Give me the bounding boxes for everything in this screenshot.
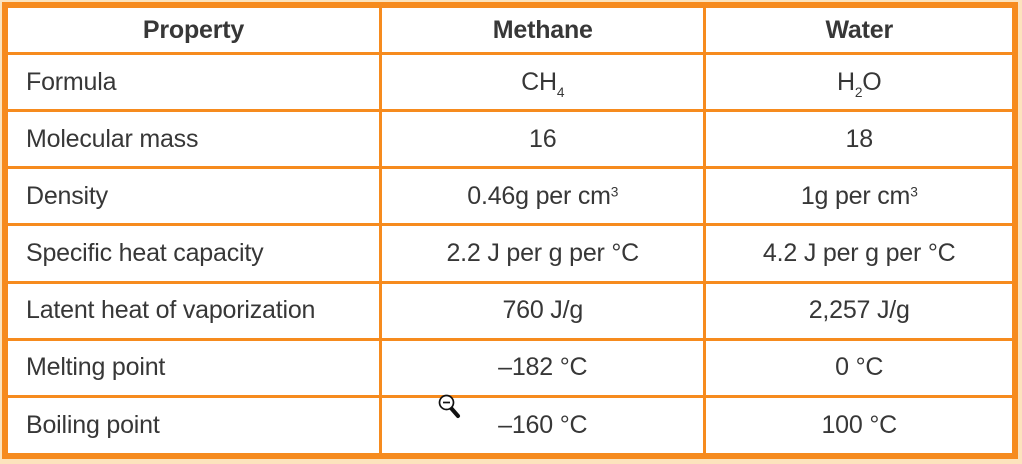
header-property: Property (3, 3, 383, 55)
table-row-formula: Formula CH4 H2O (3, 51, 1017, 113)
methane-value: 2.2 J per g per °C (379, 223, 707, 284)
property-label: Specific heat capacity (3, 223, 383, 284)
header-row: Property Methane Water (3, 3, 1017, 55)
properties-comparison-table: Property Methane Water Formula CH4 H2O M… (2, 2, 1018, 459)
property-label: Boiling point (3, 394, 383, 458)
water-value: 0 °C (703, 337, 1017, 398)
methane-value: 760 J/g (379, 280, 707, 341)
property-label: Formula (3, 51, 383, 113)
table-row-melting-point: Melting point –182 °C 0 °C (3, 337, 1017, 398)
methane-value: CH4 (379, 51, 707, 113)
header-methane: Methane (379, 3, 707, 55)
methane-value: –160 °C (379, 394, 707, 458)
water-value: 4.2 J per g per °C (703, 223, 1017, 284)
methane-value: 16 (379, 109, 707, 170)
table-row-latent-heat: Latent heat of vaporization 760 J/g 2,25… (3, 280, 1017, 341)
water-value: 18 (703, 109, 1017, 170)
table-row-specific-heat-capacity: Specific heat capacity 2.2 J per g per °… (3, 223, 1017, 284)
header-water: Water (703, 3, 1017, 55)
methane-value: –182 °C (379, 337, 707, 398)
table-row-density: Density 0.46g per cm3 1g per cm3 (3, 166, 1017, 227)
water-value: 100 °C (703, 394, 1017, 458)
property-label: Density (3, 166, 383, 227)
table-row-boiling-point: Boiling point –160 °C 100 °C (3, 394, 1017, 458)
water-value: H2O (703, 51, 1017, 113)
table-row-molecular-mass: Molecular mass 16 18 (3, 109, 1017, 170)
methane-value: 0.46g per cm3 (379, 166, 707, 227)
property-label: Melting point (3, 337, 383, 398)
water-value: 1g per cm3 (703, 166, 1017, 227)
property-label: Molecular mass (3, 109, 383, 170)
property-label: Latent heat of vaporization (3, 280, 383, 341)
water-value: 2,257 J/g (703, 280, 1017, 341)
